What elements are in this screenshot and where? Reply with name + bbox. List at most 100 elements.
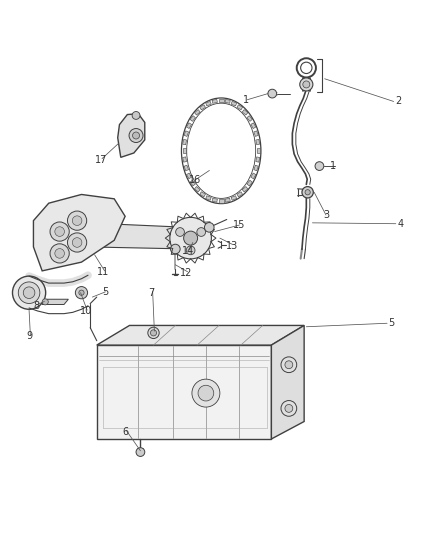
Circle shape (55, 227, 64, 236)
Text: 5: 5 (389, 318, 395, 328)
Polygon shape (257, 148, 260, 153)
Polygon shape (242, 110, 248, 115)
Circle shape (198, 385, 214, 401)
Circle shape (136, 448, 145, 456)
Circle shape (72, 238, 82, 247)
Polygon shape (251, 173, 256, 179)
Polygon shape (225, 198, 230, 202)
Text: 4: 4 (397, 219, 403, 229)
Polygon shape (33, 195, 125, 271)
Polygon shape (183, 148, 186, 153)
Circle shape (42, 299, 48, 305)
Polygon shape (183, 157, 187, 162)
Text: 1: 1 (329, 161, 336, 171)
Polygon shape (187, 123, 191, 128)
Polygon shape (97, 326, 304, 345)
Text: 6: 6 (122, 427, 128, 438)
Polygon shape (184, 165, 189, 171)
Circle shape (67, 211, 87, 230)
Polygon shape (256, 157, 260, 162)
Polygon shape (187, 173, 191, 179)
Circle shape (315, 161, 324, 171)
Text: 10: 10 (80, 306, 92, 316)
Text: 3: 3 (323, 210, 329, 220)
Polygon shape (200, 192, 205, 197)
Text: 9: 9 (26, 332, 32, 341)
Polygon shape (190, 116, 195, 122)
Circle shape (305, 190, 310, 195)
Polygon shape (206, 101, 211, 106)
Text: 1: 1 (243, 95, 249, 104)
Polygon shape (118, 114, 145, 157)
Text: 5: 5 (102, 287, 109, 297)
Polygon shape (242, 187, 248, 192)
Circle shape (75, 287, 88, 299)
Polygon shape (194, 187, 200, 192)
Polygon shape (231, 196, 237, 200)
Polygon shape (247, 180, 252, 186)
Circle shape (79, 290, 84, 295)
Circle shape (186, 246, 195, 255)
Polygon shape (251, 123, 256, 128)
Text: 2: 2 (395, 96, 401, 107)
Circle shape (18, 282, 40, 303)
Polygon shape (42, 299, 68, 304)
Circle shape (50, 222, 69, 241)
Text: 13: 13 (226, 240, 238, 251)
Polygon shape (212, 198, 217, 202)
Circle shape (268, 89, 277, 98)
Polygon shape (212, 100, 217, 103)
Circle shape (192, 379, 220, 407)
Polygon shape (254, 131, 258, 136)
Text: 11: 11 (97, 266, 110, 277)
Polygon shape (97, 345, 272, 439)
Circle shape (281, 400, 297, 416)
Polygon shape (237, 192, 243, 197)
Circle shape (129, 128, 143, 142)
Circle shape (285, 405, 293, 413)
Polygon shape (81, 223, 195, 249)
Circle shape (23, 287, 35, 298)
Text: 7: 7 (148, 288, 155, 298)
Polygon shape (272, 326, 304, 439)
Circle shape (197, 228, 205, 236)
Circle shape (205, 223, 214, 232)
Circle shape (303, 81, 310, 88)
Polygon shape (237, 105, 243, 110)
Polygon shape (184, 131, 189, 136)
Polygon shape (219, 199, 223, 203)
Circle shape (12, 276, 46, 309)
Circle shape (55, 248, 64, 258)
Circle shape (50, 244, 69, 263)
Polygon shape (247, 116, 252, 122)
Circle shape (302, 187, 313, 198)
Polygon shape (206, 196, 211, 200)
Text: 16: 16 (189, 175, 201, 185)
Polygon shape (256, 140, 260, 144)
Polygon shape (183, 140, 187, 144)
Polygon shape (219, 99, 223, 102)
Circle shape (67, 233, 87, 252)
Text: 8: 8 (33, 301, 39, 311)
Polygon shape (190, 180, 195, 186)
Circle shape (132, 111, 140, 119)
Circle shape (176, 228, 184, 236)
Circle shape (148, 327, 159, 338)
Polygon shape (231, 101, 237, 106)
Polygon shape (200, 105, 205, 110)
Circle shape (133, 132, 140, 139)
Polygon shape (194, 110, 200, 115)
Circle shape (72, 216, 82, 225)
Polygon shape (225, 100, 230, 103)
Circle shape (150, 330, 156, 336)
Circle shape (300, 78, 313, 91)
Circle shape (170, 217, 212, 259)
Circle shape (281, 357, 297, 373)
Circle shape (285, 361, 293, 369)
Text: 15: 15 (233, 220, 245, 230)
Circle shape (170, 244, 180, 254)
Circle shape (184, 231, 198, 245)
Text: 12: 12 (180, 268, 192, 278)
Text: 14: 14 (182, 246, 194, 256)
Text: 17: 17 (95, 155, 107, 165)
